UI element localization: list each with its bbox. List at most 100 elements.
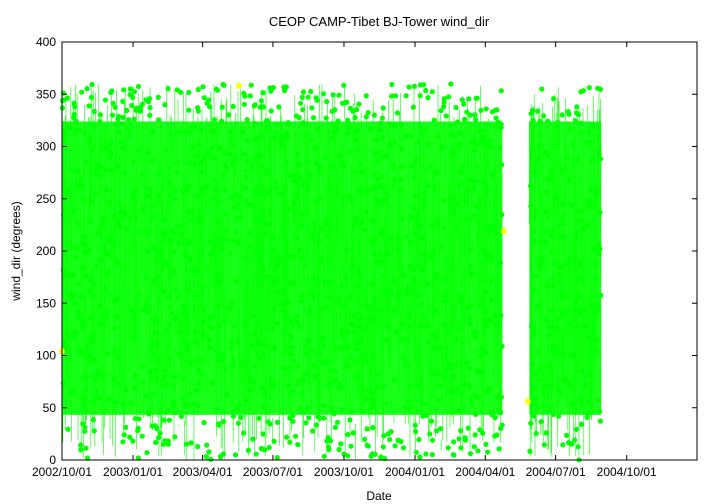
data-point <box>113 258 119 264</box>
data-point <box>122 170 128 176</box>
data-point <box>595 124 601 130</box>
data-point <box>347 294 353 300</box>
data-point <box>99 313 105 319</box>
data-point <box>270 280 276 286</box>
data-point <box>420 204 427 210</box>
data-point <box>73 255 79 261</box>
data-point <box>592 303 598 309</box>
data-point <box>271 247 277 253</box>
data-point <box>335 118 341 124</box>
data-point <box>384 337 390 343</box>
data-point <box>198 169 204 176</box>
data-point <box>325 444 332 450</box>
data-point <box>492 217 498 223</box>
data-point <box>532 395 538 401</box>
data-point <box>333 369 339 375</box>
data-point <box>552 181 558 187</box>
data-point <box>446 94 452 100</box>
data-point <box>580 307 587 314</box>
data-point <box>165 342 171 349</box>
x-tick-label: 2003/01/01 <box>103 465 163 479</box>
data-point <box>415 212 421 218</box>
data-point <box>231 204 237 211</box>
data-point <box>467 451 474 457</box>
data-point <box>404 290 410 296</box>
data-point <box>379 154 385 160</box>
data-point <box>472 392 478 398</box>
data-point <box>114 120 120 126</box>
data-point <box>399 320 405 326</box>
data-point <box>107 154 113 160</box>
data-point <box>87 288 93 294</box>
data-point <box>579 401 585 408</box>
data-point <box>536 366 543 372</box>
data-point <box>309 276 316 282</box>
data-point <box>195 86 201 93</box>
data-point <box>95 230 101 236</box>
data-point <box>90 293 96 299</box>
data-point <box>356 101 362 107</box>
data-point <box>262 221 269 227</box>
data-point <box>234 239 240 245</box>
data-point <box>66 272 72 278</box>
data-point <box>180 303 186 309</box>
data-point <box>110 100 116 106</box>
data-point <box>448 389 454 395</box>
data-point <box>443 292 449 298</box>
data-point <box>587 186 593 193</box>
data-point <box>487 137 493 144</box>
data-point <box>120 401 126 407</box>
data-point <box>541 442 547 448</box>
data-point <box>387 235 393 241</box>
data-point <box>247 93 253 99</box>
data-point <box>248 82 254 88</box>
data-point <box>381 273 387 279</box>
data-point <box>299 94 305 100</box>
data-point <box>536 376 543 382</box>
data-point <box>69 167 75 173</box>
data-point <box>189 144 195 150</box>
data-point <box>128 307 134 313</box>
data-point <box>454 202 460 208</box>
data-point <box>92 376 98 382</box>
data-point <box>100 144 106 150</box>
data-point <box>216 421 222 427</box>
data-point <box>127 215 133 221</box>
data-point <box>69 295 75 301</box>
data-point <box>446 327 452 333</box>
data-point <box>464 109 470 115</box>
data-point <box>142 393 148 399</box>
data-point <box>432 370 438 377</box>
data-point <box>65 426 71 432</box>
data-point <box>214 199 221 205</box>
data-point <box>444 256 450 262</box>
data-point <box>386 142 392 148</box>
data-point <box>310 115 317 121</box>
data-point <box>291 173 297 179</box>
data-point <box>336 295 342 301</box>
data-point <box>166 165 172 171</box>
data-point <box>87 218 93 224</box>
data-point <box>153 314 159 320</box>
data-point <box>357 323 363 329</box>
data-point <box>334 222 340 228</box>
data-point <box>208 154 214 160</box>
data-point <box>551 144 558 150</box>
data-point <box>419 399 425 405</box>
data-point <box>499 343 505 349</box>
data-point <box>264 118 270 124</box>
data-point <box>290 357 296 363</box>
data-point <box>411 174 417 180</box>
data-point <box>308 138 314 144</box>
chart-title: CEOP CAMP-Tibet BJ-Tower wind_dir <box>269 14 490 29</box>
data-point <box>448 81 454 87</box>
data-point <box>127 86 133 92</box>
data-point <box>282 88 288 94</box>
data-point <box>232 278 238 284</box>
x-tick-label: 2003/10/01 <box>314 465 374 479</box>
data-point <box>471 444 477 450</box>
data-point <box>575 306 582 312</box>
data-point <box>488 144 494 150</box>
data-point <box>132 416 138 422</box>
